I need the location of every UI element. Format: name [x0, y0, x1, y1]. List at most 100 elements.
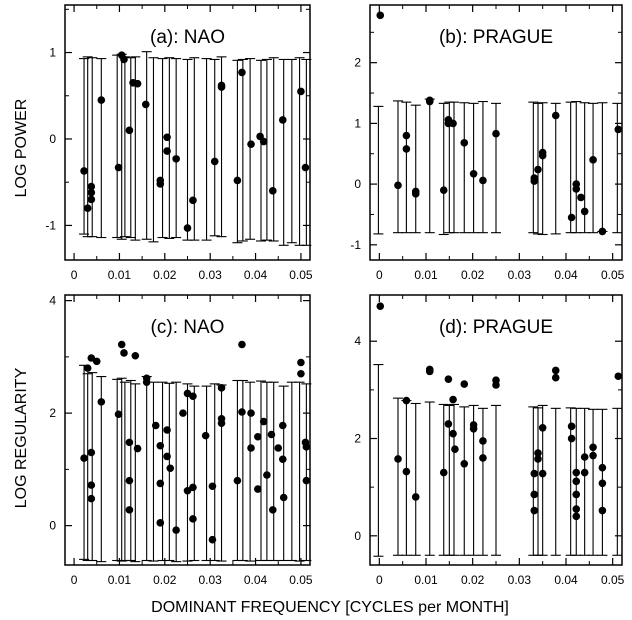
x-axis-label: DOMINANT FREQUENCY [CYCLES per MONTH] [151, 599, 509, 616]
data-point [572, 185, 581, 193]
y-tick-label: -1 [45, 218, 56, 232]
error-bar [286, 381, 297, 562]
error-bar [444, 404, 455, 556]
data-point [254, 485, 262, 493]
error-bar [449, 403, 459, 556]
x-tick-label: 0.03 [199, 573, 223, 587]
data-point [425, 97, 434, 106]
error-bar [491, 102, 501, 234]
data-point [534, 449, 542, 457]
data-point [580, 468, 589, 477]
error-bar [237, 58, 248, 242]
data-point [449, 119, 457, 128]
error-bar [477, 100, 488, 234]
error-bar [588, 408, 599, 556]
error-bar [401, 400, 412, 556]
data-point [163, 452, 171, 461]
error-bar [87, 372, 98, 562]
data-point [492, 381, 500, 389]
x-tick-label: 0.04 [244, 573, 268, 587]
data-point [125, 126, 134, 135]
error-bar [550, 407, 561, 556]
data-point [402, 467, 411, 476]
data-point [163, 426, 171, 434]
error-bar [232, 379, 243, 562]
data-point [259, 137, 268, 146]
data-point [166, 464, 175, 473]
data-point [479, 454, 487, 462]
data-point [577, 193, 585, 202]
data-point [538, 469, 547, 478]
error-bar [216, 384, 227, 562]
data-point [217, 83, 226, 91]
error-bar [130, 56, 141, 241]
error-bar [612, 102, 623, 234]
data-point [179, 409, 187, 417]
data-point [183, 486, 192, 495]
data-point [114, 410, 123, 419]
data-point [589, 156, 597, 164]
data-point [87, 195, 96, 204]
error-bar [182, 58, 193, 241]
data-point [278, 455, 287, 464]
error-bar [401, 101, 412, 234]
data-point [439, 186, 448, 194]
data-point [151, 421, 160, 430]
data-point [189, 515, 197, 523]
data-point [460, 380, 469, 388]
data-point [598, 227, 607, 236]
x-tick-label: 0.02 [461, 573, 485, 587]
error-bar [550, 102, 561, 235]
x-tick-label: 0 [376, 268, 383, 282]
data-point [92, 357, 101, 366]
error-bar [301, 58, 312, 246]
panel-title: (a): NAO [150, 27, 225, 48]
data-point [530, 177, 539, 185]
data-point [460, 139, 469, 147]
data-point [83, 204, 92, 212]
data-point [172, 526, 180, 534]
error-bar [477, 407, 488, 556]
x-tick-label: 0.05 [601, 573, 625, 587]
x-tick-label: 0.03 [508, 268, 532, 282]
data-point [278, 421, 287, 430]
x-tick-label: 0.04 [554, 573, 578, 587]
data-point [87, 448, 96, 457]
data-point [268, 506, 277, 514]
error-bar [189, 385, 200, 562]
data-point [479, 437, 487, 445]
data-point [402, 396, 411, 405]
data-point [572, 468, 581, 477]
error-bar [245, 381, 256, 562]
x-tick-label: 0.02 [153, 573, 177, 587]
data-point [394, 455, 402, 463]
error-bar [410, 402, 421, 556]
data-point [141, 100, 150, 109]
data-point [411, 190, 420, 198]
panel-title-backdrop [434, 314, 558, 339]
data-point [469, 424, 478, 433]
data-point [411, 493, 420, 501]
data-point [189, 392, 197, 401]
data-point [133, 444, 142, 453]
data-point [274, 444, 283, 452]
error-bar [373, 105, 384, 235]
data-point [125, 506, 134, 514]
data-point [120, 55, 128, 64]
error-bar [528, 101, 539, 234]
y-tick-label: 0 [49, 519, 56, 533]
error-bar [597, 102, 608, 233]
y-tick-label: 2 [49, 406, 56, 420]
data-point [238, 68, 246, 77]
data-point [425, 367, 434, 376]
error-bar [141, 51, 152, 240]
data-point [444, 375, 453, 383]
error-bar [148, 381, 159, 562]
data-point [376, 11, 385, 20]
panel-d: 0 0.01 0.02 0.03 0.04 0.05 0 2 4 (d): PRAGUE [354, 294, 625, 587]
error-bar [424, 401, 435, 556]
error-bar [278, 58, 289, 246]
error-bar [171, 381, 182, 563]
data-point [247, 444, 255, 452]
